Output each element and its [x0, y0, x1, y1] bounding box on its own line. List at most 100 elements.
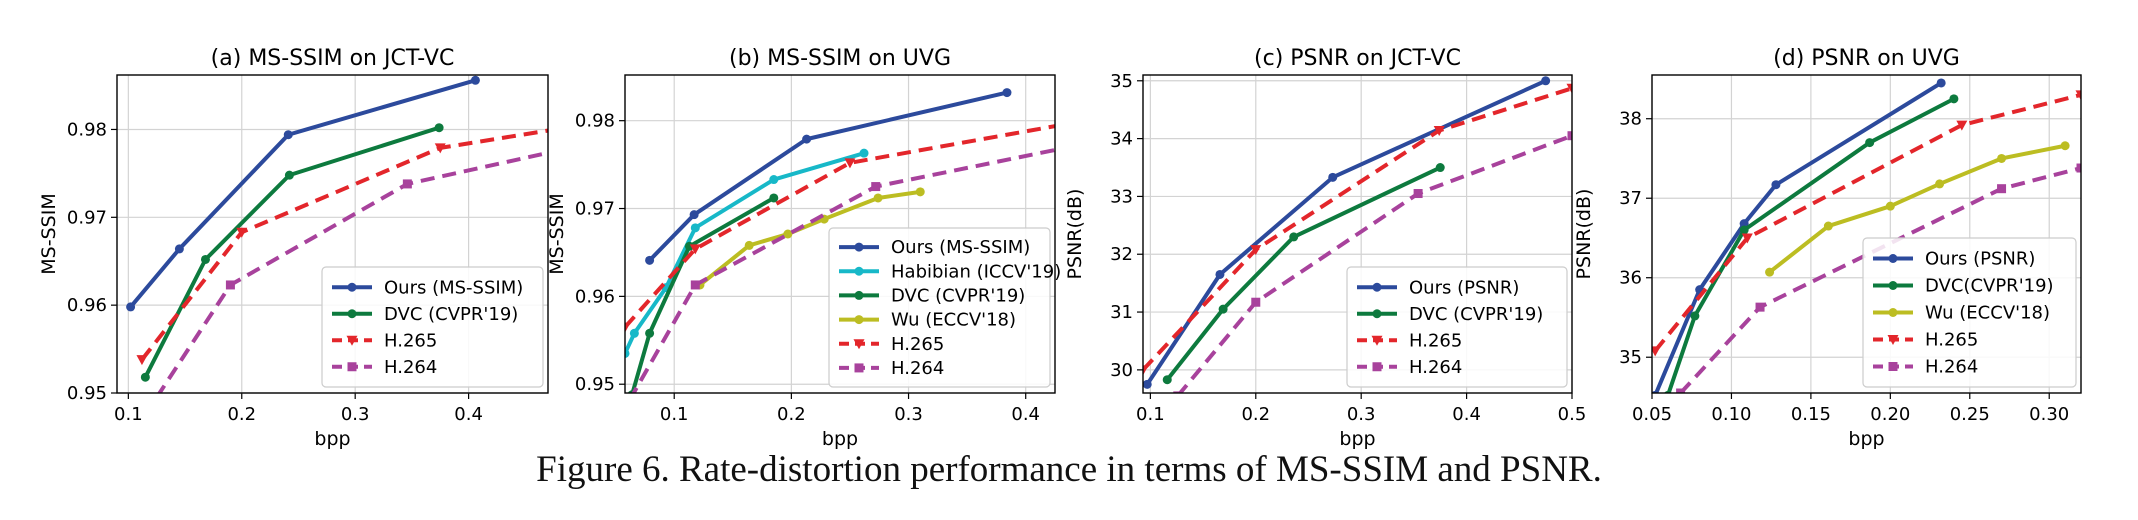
data-point — [689, 210, 699, 220]
legend-marker — [854, 363, 864, 373]
data-point — [1328, 172, 1338, 182]
data-point — [578, 141, 587, 150]
data-point — [625, 322, 631, 333]
data-point — [690, 223, 700, 233]
data-point — [140, 372, 150, 382]
y-tick-label: 34 — [1110, 129, 1133, 150]
legend: Ours (MS-SSIM) Habibian (ICCV'19) DVC (CVP… — [828, 227, 1061, 388]
legend-marker — [854, 266, 864, 276]
data-point — [1215, 269, 1225, 279]
y-tick-label: 0.98 — [575, 111, 615, 132]
series-line — [157, 150, 548, 393]
data-point — [684, 241, 694, 251]
data-point — [873, 193, 883, 203]
y-axis-label: PSNR(dB) — [1064, 189, 1086, 280]
legend-marker — [1888, 362, 1898, 371]
data-point — [915, 187, 925, 197]
x-tick-label: 0.5 — [1558, 404, 1587, 425]
y-tick-label: 0.98 — [67, 119, 107, 140]
data-point — [1739, 219, 1749, 229]
data-point — [434, 143, 446, 154]
x-tick-label: 0.1 — [1136, 404, 1165, 425]
y-tick-label: 0.97 — [67, 207, 107, 228]
x-tick-label: 0.4 — [454, 404, 483, 425]
data-point — [871, 182, 881, 192]
data-point — [1566, 83, 1572, 94]
data-point — [1771, 180, 1781, 190]
y-tick-label: 0.95 — [67, 383, 107, 404]
plot-area — [1143, 76, 1572, 393]
data-point — [1997, 184, 2007, 194]
y-tick-label: 36 — [1619, 268, 1642, 289]
series-line — [1143, 86, 1572, 372]
data-point — [645, 255, 655, 265]
y-tick-label: 38 — [1619, 109, 1642, 130]
y-tick-label: 31 — [1110, 302, 1133, 323]
data-point — [1143, 365, 1149, 376]
data-point — [621, 402, 630, 411]
legend-marker — [1888, 281, 1898, 290]
data-point — [2076, 163, 2081, 173]
data-point — [1173, 391, 1183, 393]
data-point — [200, 254, 210, 264]
data-point — [1433, 126, 1445, 137]
x-tick-label: 0.3 — [894, 404, 923, 425]
data-point — [1664, 390, 1672, 393]
x-tick-label: 0.25 — [1950, 404, 1990, 425]
legend-label: H.265 — [1409, 330, 1462, 351]
chart-panel-3: 0.1 0.2 0.3 0.4 0.5 30 31 32 33 34 35 (c) PSNR on J… — [1064, 46, 1586, 450]
data-point — [2060, 141, 2070, 151]
data-point — [625, 396, 634, 405]
data-point — [1567, 131, 1572, 141]
y-tick-label: 0.95 — [575, 374, 615, 395]
data-point — [645, 328, 655, 338]
x-tick-label: 0.1 — [114, 404, 143, 425]
data-point — [434, 123, 444, 133]
legend-marker — [1888, 308, 1898, 317]
data-point — [1143, 379, 1152, 389]
data-point — [769, 193, 779, 203]
legend-label: H.265 — [891, 334, 944, 355]
y-axis-label: MS-SSIM — [546, 193, 568, 274]
data-point — [174, 244, 184, 254]
data-point — [236, 227, 248, 238]
data-point — [1690, 311, 1700, 321]
y-axis-label: PSNR(dB) — [1573, 189, 1595, 280]
legend-label: H.265 — [384, 330, 437, 351]
legend-label: Ours (PSNR) — [1409, 277, 1519, 298]
data-point — [1218, 304, 1228, 314]
x-axis-label: bpp — [314, 428, 350, 450]
data-point — [1435, 163, 1445, 173]
legend-marker — [346, 335, 358, 346]
x-tick-label: 0.2 — [777, 404, 806, 425]
legend-marker — [854, 315, 864, 325]
x-tick-label: 0.4 — [1011, 404, 1040, 425]
legend-label: DVC (CVPR'19) — [1409, 304, 1543, 325]
data-point — [1652, 346, 1661, 357]
data-point — [402, 179, 412, 189]
data-point — [152, 392, 162, 393]
plot-frame — [1142, 74, 1573, 394]
legend-box — [321, 266, 544, 388]
series-line — [1165, 165, 1442, 381]
series-line — [1653, 92, 2081, 353]
series-line — [129, 78, 476, 309]
data-point — [1002, 88, 1012, 98]
legend-box — [1346, 266, 1568, 388]
x-tick-label: 0.05 — [1632, 404, 1672, 425]
y-tick-label: 35 — [1110, 71, 1133, 92]
data-point — [1865, 138, 1875, 148]
series-line — [1768, 143, 2066, 274]
legend-label: H.265 — [1925, 330, 1978, 351]
data-point — [283, 130, 293, 140]
data-point — [1997, 153, 2007, 163]
data-point — [802, 134, 812, 144]
data-point — [1936, 78, 1946, 88]
legend-label: Ours (MS-SSIM) — [891, 237, 1030, 258]
data-point — [1251, 297, 1261, 307]
data-point — [1823, 221, 1833, 231]
x-axis-label: bpp — [1339, 428, 1375, 450]
legend: Ours (PSNR) DVC (CVPR'19) H.265 H.264 — [1346, 266, 1568, 388]
data-point — [1055, 121, 1066, 131]
